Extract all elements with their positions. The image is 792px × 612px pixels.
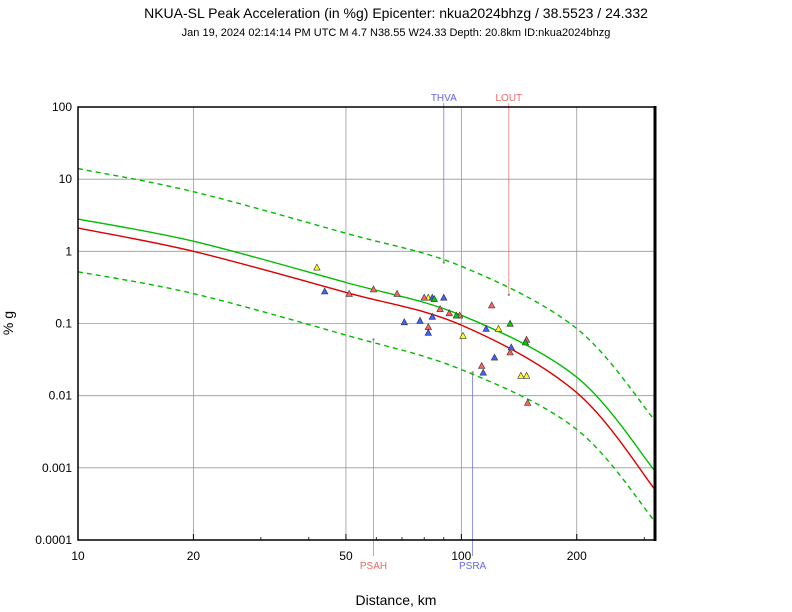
model-curve [77, 271, 656, 523]
data-point [482, 324, 490, 332]
data-point [459, 331, 467, 339]
x-tick-label: 100 [451, 549, 471, 563]
data-point [517, 371, 525, 379]
data-point [506, 319, 514, 327]
station-label: PSRA [459, 561, 487, 572]
y-tick-label: 0.0001 [35, 533, 72, 547]
data-point [494, 324, 503, 332]
x-axis-label: Distance, km [356, 592, 437, 608]
chart-title: NKUA-SL Peak Acceleration (in %g) Epicen… [144, 5, 648, 21]
data-point [424, 328, 433, 336]
y-axis-label: % g [0, 311, 16, 335]
data-points [313, 261, 532, 406]
data-point [479, 368, 487, 376]
y-tick-label: 1 [65, 244, 72, 258]
model-curve [77, 167, 656, 422]
station-labels: THVA LOUT PSAH PSRA [360, 93, 522, 572]
model-curve [77, 227, 656, 491]
data-point [436, 304, 444, 312]
station-lines [373, 103, 510, 556]
data-point [523, 398, 532, 406]
data-point [420, 293, 428, 301]
y-tick-label: 0.1 [55, 317, 72, 331]
data-point [428, 312, 437, 320]
data-point [400, 318, 409, 326]
data-point [477, 361, 486, 369]
small-mark [471, 371, 474, 374]
data-point [487, 301, 496, 309]
data-point [440, 293, 448, 301]
x-tick-label: 200 [567, 549, 587, 563]
y-tick-label: 100 [52, 100, 72, 114]
data-point [430, 294, 439, 302]
x-tick-label: 20 [187, 549, 201, 563]
data-point [313, 263, 321, 271]
data-point [320, 287, 329, 295]
data-point [345, 289, 353, 297]
small-mark [507, 293, 511, 296]
curves [77, 167, 656, 523]
station-label: THVA [431, 93, 457, 104]
tick-labels: 10 20 50 100 200 100 10 1 0.1 0.01 0.001 0.0001 [35, 100, 587, 563]
data-point [452, 311, 461, 319]
data-point [521, 338, 530, 346]
x-tick-label: 50 [339, 549, 353, 563]
grid-lines [77, 106, 655, 541]
small-mark [372, 338, 375, 341]
y-tick-label: 0.01 [49, 389, 73, 403]
x-tick-label: 10 [71, 549, 85, 563]
y-tick-label: 0.001 [42, 461, 72, 475]
station-label: PSAH [360, 561, 387, 572]
data-point [507, 343, 516, 351]
data-point [506, 348, 514, 356]
y-tick-label: 10 [59, 172, 73, 186]
station-label: LOUT [495, 93, 522, 104]
data-point [393, 289, 401, 297]
data-point [369, 285, 378, 293]
chart-subtitle: Jan 19, 2024 02:14:14 PM UTC M 4.7 N38.5… [182, 27, 611, 39]
small-mark [442, 261, 446, 264]
data-point [490, 353, 499, 361]
data-point [416, 316, 424, 324]
data-point [522, 371, 531, 379]
model-curve [77, 218, 656, 472]
data-point [445, 309, 454, 317]
